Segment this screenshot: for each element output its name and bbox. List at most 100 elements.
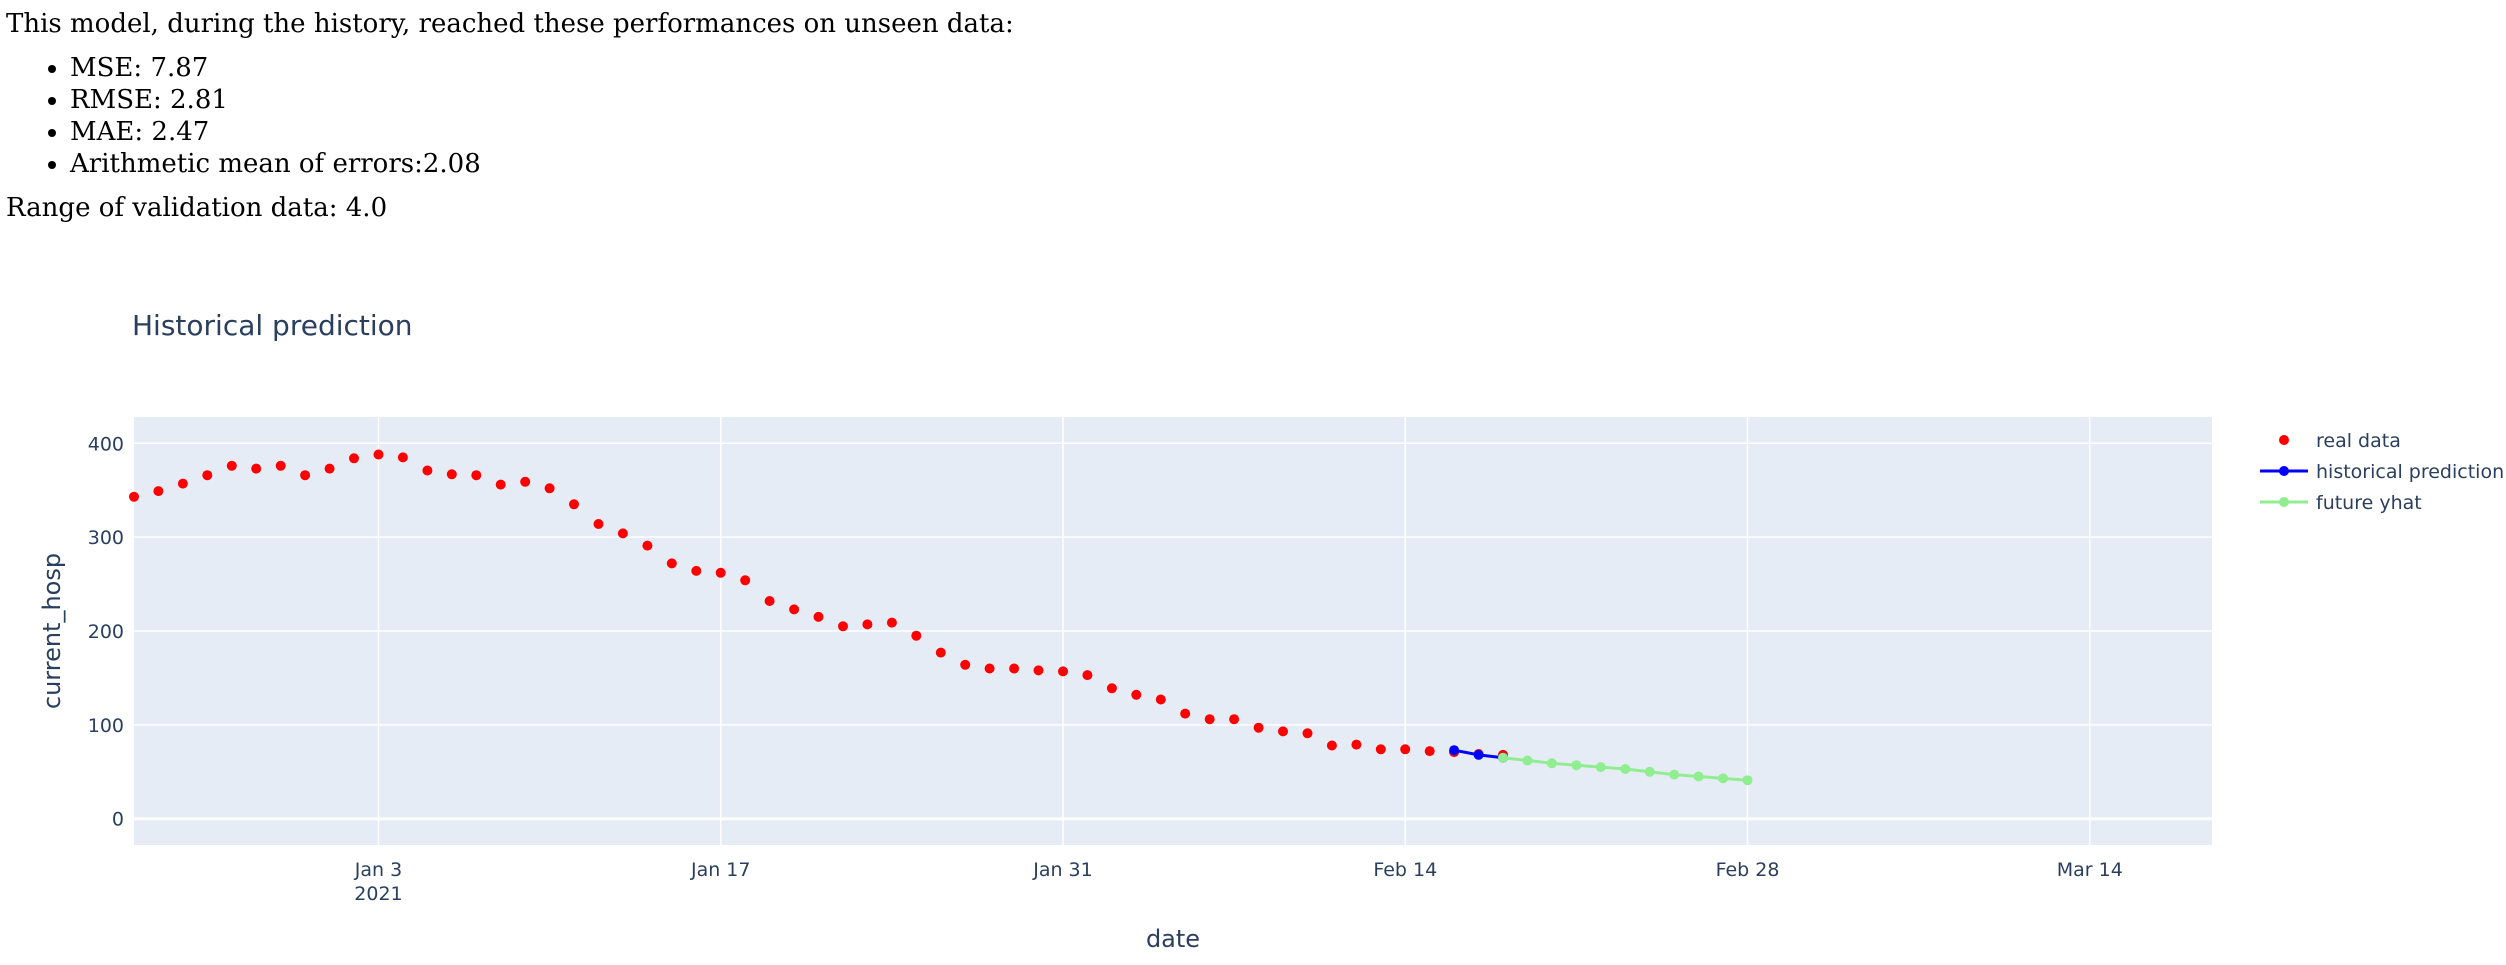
real-data-point — [1058, 666, 1068, 677]
future-yhat-point — [1522, 755, 1533, 766]
legend-item-historical-prediction[interactable]: historical prediction — [2260, 461, 2504, 483]
real-data-point — [1082, 670, 1093, 681]
x-tick-label: Feb 28 — [1716, 859, 1780, 881]
real-data-point — [1180, 708, 1191, 719]
real-data-point — [397, 452, 408, 463]
real-data-point — [251, 463, 262, 474]
x-tick-label: Jan 3 — [354, 859, 402, 881]
real-data-point — [495, 479, 506, 490]
real-data-point — [349, 453, 359, 464]
real-data-point — [911, 630, 922, 641]
real-data-point — [1400, 744, 1411, 755]
real-data-point — [153, 486, 164, 497]
future-yhat-point — [1644, 766, 1655, 777]
historical-prediction-point — [1473, 749, 1484, 760]
real-data-point — [960, 659, 971, 670]
real-data-point — [177, 478, 188, 489]
y-axis-title: current_hosp — [38, 553, 66, 709]
future-yhat-point — [1669, 769, 1680, 780]
real-data-point — [275, 460, 286, 471]
legend[interactable]: real data historical prediction future y… — [2260, 430, 2504, 514]
real-data-point — [813, 611, 824, 622]
y-tick-label: 300 — [88, 527, 124, 549]
future-yhat-point — [1620, 764, 1631, 774]
future-yhat-point — [1571, 760, 1582, 771]
real-data-point — [422, 465, 433, 476]
metrics-list: MSE: 7.87 RMSE: 2.81 MAE: 2.47 Arithmeti… — [6, 52, 1014, 180]
real-data-point — [1155, 694, 1166, 705]
real-data-point — [1326, 740, 1337, 751]
future-yhat-point — [1718, 773, 1729, 784]
real-data-point — [202, 470, 213, 481]
real-data-point — [642, 540, 653, 551]
legend-label-future-yhat: future yhat — [2316, 492, 2422, 514]
real-data-point — [446, 469, 457, 480]
real-data-point — [1106, 683, 1117, 694]
metric-rmse: RMSE: 2.81 — [70, 84, 1014, 116]
real-data-point — [715, 567, 726, 578]
real-data-point — [666, 558, 677, 569]
real-data-point — [838, 621, 848, 632]
metric-mean-error: Arithmetic mean of errors:2.08 — [70, 148, 1014, 180]
real-data-point — [862, 619, 873, 630]
real-data-point — [300, 470, 311, 481]
x-tick-label: Feb 14 — [1373, 859, 1437, 881]
legend-marker-future-yhat — [2279, 497, 2289, 507]
real-data-point — [1375, 744, 1386, 755]
x-tick-sublabel: 2021 — [354, 883, 402, 905]
real-data-point — [789, 604, 800, 615]
gridlines — [134, 417, 2212, 845]
real-data-point — [569, 499, 579, 510]
real-data-point — [1424, 746, 1435, 757]
chart-title: Historical prediction — [132, 309, 413, 342]
historical-prediction-point — [1449, 745, 1460, 756]
real-data-point — [226, 460, 237, 471]
y-axis-ticks: 0 100 200 300 400 — [88, 433, 124, 830]
real-data-point — [764, 596, 775, 606]
legend-marker-real-data — [2279, 435, 2289, 445]
series-future-yhat — [1498, 752, 1753, 786]
real-data-point — [1009, 663, 1020, 674]
metrics-report: This model, during the history, reached … — [6, 8, 1014, 224]
future-yhat-point — [1595, 762, 1606, 773]
real-data-point — [520, 476, 531, 487]
real-data-point — [129, 491, 139, 502]
metric-mae: MAE: 2.47 — [70, 116, 1014, 148]
y-tick-label: 400 — [88, 433, 124, 455]
future-yhat-point — [1498, 752, 1508, 763]
legend-marker-historical-prediction — [2279, 466, 2289, 476]
real-data-point — [617, 528, 628, 539]
future-yhat-point — [1742, 775, 1753, 786]
x-tick-label: Jan 31 — [1032, 859, 1093, 881]
legend-item-real-data[interactable]: real data — [2279, 430, 2401, 452]
y-tick-label: 0 — [112, 809, 124, 831]
real-data-point — [1302, 728, 1313, 739]
real-data-point — [691, 565, 702, 576]
legend-item-future-yhat[interactable]: future yhat — [2260, 492, 2422, 514]
real-data-point — [593, 519, 604, 529]
future-yhat-point — [1693, 771, 1704, 782]
real-data-point — [1229, 714, 1240, 725]
metric-mse: MSE: 7.87 — [70, 52, 1014, 84]
real-data-point — [1033, 665, 1044, 676]
data-traces — [129, 449, 1753, 786]
future-yhat-point — [1546, 758, 1557, 769]
x-axis-title: date — [1146, 925, 1200, 953]
real-data-point — [544, 483, 555, 494]
x-tick-label: Jan 17 — [690, 859, 751, 881]
legend-label-real-data: real data — [2316, 430, 2401, 452]
real-data-point — [1278, 726, 1288, 737]
real-data-point — [471, 470, 482, 481]
report-intro: This model, during the history, reached … — [6, 9, 1014, 39]
real-data-point — [324, 463, 335, 474]
real-data-point — [1131, 689, 1142, 700]
real-data-point — [740, 575, 751, 586]
y-tick-label: 200 — [88, 621, 124, 643]
x-tick-label: Mar 14 — [2057, 859, 2123, 881]
real-data-point — [886, 617, 897, 628]
legend-label-historical-prediction: historical prediction — [2316, 461, 2504, 483]
y-tick-label: 100 — [88, 715, 124, 737]
real-data-point — [1204, 714, 1215, 725]
